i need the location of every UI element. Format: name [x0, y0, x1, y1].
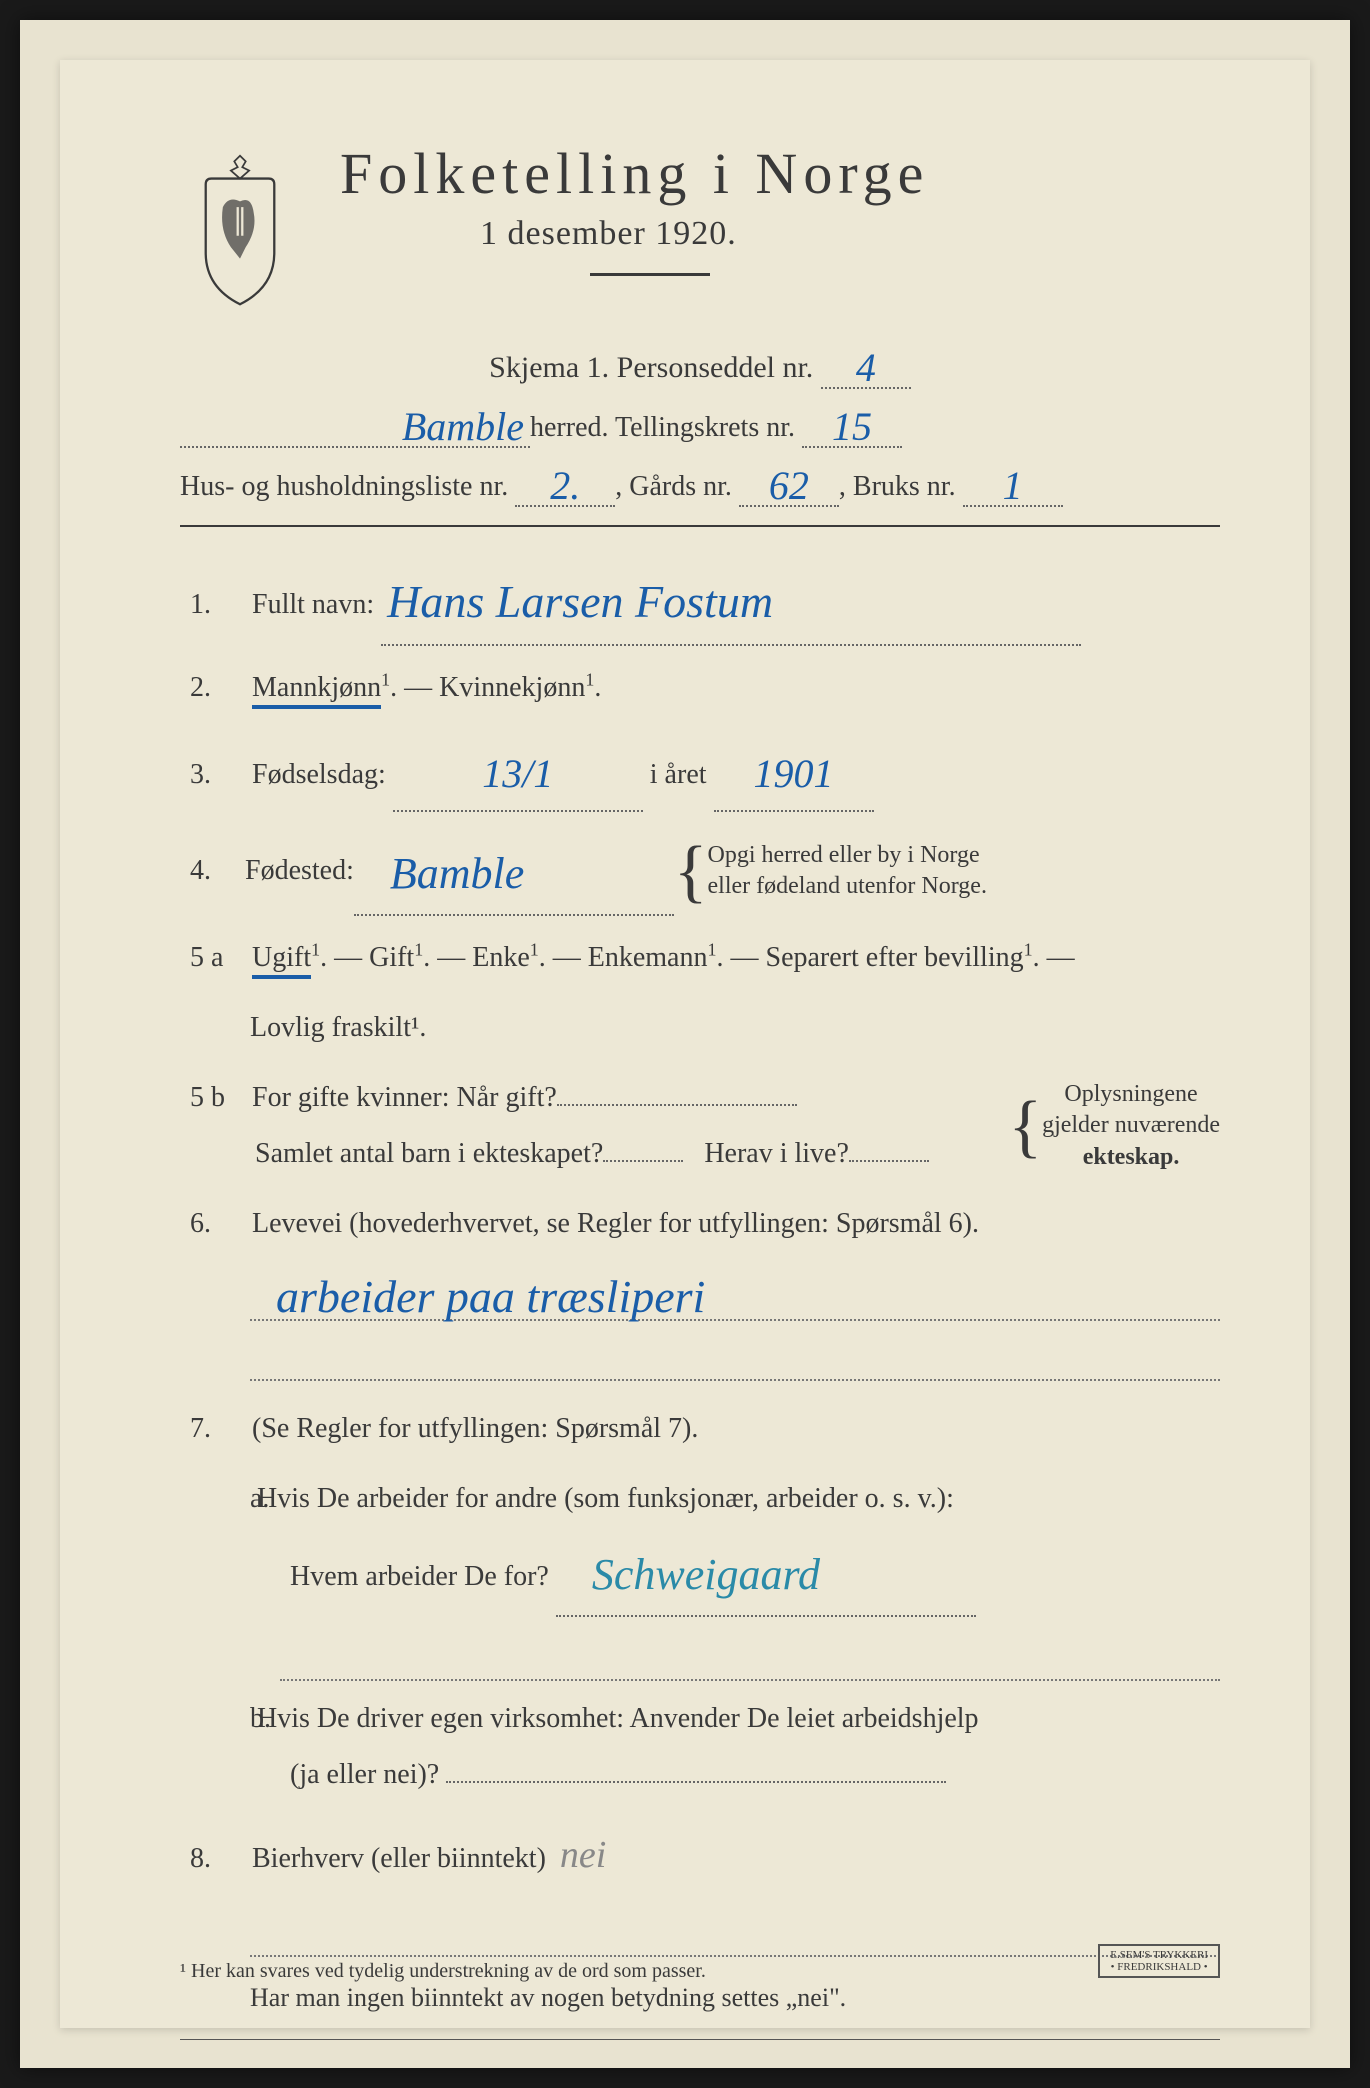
footer-divider	[180, 2039, 1220, 2040]
q4-value: Bamble	[384, 849, 530, 898]
gaard-nr: 62	[763, 463, 815, 508]
bruks-nr: 1	[997, 463, 1029, 508]
q1-label: Fullt navn:	[252, 589, 374, 620]
document-scan: Folketelling i Norge 1 desember 1920. Sk…	[20, 20, 1350, 2068]
q5b: 5 b For gifte kvinner: Når gift? Samlet …	[180, 1070, 1220, 1182]
q6-answer-2	[250, 1331, 1220, 1381]
herred-label: herred. Tellingskrets nr.	[530, 412, 795, 443]
q6-num: 6.	[190, 1196, 245, 1252]
q4-note2: eller fødeland utenfor Norge.	[708, 873, 987, 899]
q3: 3. Fødselsdag: 13/1 i året 1901	[180, 730, 1220, 812]
q8: 8. Bierhverv (eller biinntekt) nei	[180, 1817, 1220, 1893]
gaard-label: , Gårds nr.	[615, 471, 732, 502]
q2-rest: . — Kvinnekjønn	[390, 672, 585, 703]
q5b-label: For gifte kvinner: Når gift?	[252, 1082, 557, 1113]
q6: 6. Levevei (hovederhvervet, se Regler fo…	[180, 1196, 1220, 1252]
q5a-ugift: Ugift	[252, 942, 311, 979]
form-number-line: Skjema 1. Personseddel nr. 4	[180, 340, 1220, 389]
census-form-page: Folketelling i Norge 1 desember 1920. Sk…	[60, 60, 1310, 2028]
q7-num: 7.	[190, 1401, 245, 1457]
q7-label: (Se Regler for utfyllingen: Spørsmål 7).	[252, 1413, 698, 1444]
q3-year: 1901	[748, 751, 840, 796]
title-block: Folketelling i Norge 1 desember 1920.	[340, 140, 1220, 306]
q5b-note2: gjelder nuværende	[1042, 1112, 1220, 1138]
q7b-line1: Hvis De driver egen virksomhet: Anvender…	[257, 1703, 979, 1734]
form-label: Skjema 1. Personseddel nr.	[489, 351, 813, 384]
q2-num: 2.	[190, 660, 245, 716]
brace-icon: {	[674, 840, 708, 903]
brace-icon-2: {	[1008, 1095, 1042, 1158]
section-divider	[180, 525, 1220, 527]
q4-note: Opgi herred eller by i Norge eller fødel…	[708, 840, 987, 902]
printer-line-1: E.SEM'S TRYKKERI	[1110, 1949, 1208, 1961]
seddel-nr: 4	[850, 345, 882, 390]
q7b-letter: b.	[190, 1691, 250, 1747]
q1: 1. Fullt navn: Hans Larsen Fostum	[180, 552, 1220, 646]
q5b-note: Oplysningene gjelder nuværende ekteskap.	[1042, 1079, 1220, 1173]
q3-year-label: i året	[650, 759, 707, 790]
q1-value: Hans Larsen Fostum	[381, 576, 779, 627]
q8-extra-line	[250, 1907, 1220, 1957]
q5a: 5 a Ugift1. — Gift1. — Enke1. — Enkemann…	[180, 930, 1220, 986]
list-label: Hus- og husholdningsliste nr.	[180, 471, 508, 502]
krets-nr: 15	[826, 404, 878, 449]
q3-label: Fødselsdag:	[252, 759, 386, 790]
q5a-line2: Lovlig fraskilt¹.	[180, 1000, 1220, 1056]
q4-num: 4.	[190, 843, 245, 899]
q7a-value: Schweigaard	[586, 1550, 826, 1599]
q5b-note3: ekteskap.	[1083, 1144, 1180, 1170]
header: Folketelling i Norge 1 desember 1920.	[180, 140, 1220, 310]
q8-value: nei	[560, 1834, 606, 1876]
main-title: Folketelling i Norge	[340, 140, 1220, 207]
q5b-line2a: Samlet antal barn i ekteskapet?	[190, 1138, 603, 1169]
q4-label: Fødested:	[245, 843, 354, 899]
q7a-line1: Hvis De arbeider for andre (som funksjon…	[257, 1483, 954, 1514]
title-divider	[590, 273, 710, 276]
subtitle: 1 desember 1920.	[480, 215, 1220, 253]
q6-value: arbeider paa træsliperi	[270, 1271, 711, 1322]
q5b-num: 5 b	[190, 1070, 245, 1126]
q2-mannkjonn: Mannkjønn	[252, 672, 381, 709]
bruks-label: , Bruks nr.	[839, 471, 956, 502]
footnote: ¹ Her kan svares ved tydelig understrekn…	[180, 1960, 706, 1983]
q7b: b. Hvis De driver egen virksomhet: Anven…	[180, 1691, 1220, 1803]
q5a-num: 5 a	[190, 930, 245, 986]
list-nr: 2.	[544, 463, 586, 508]
q6-answer: arbeider paa træsliperi	[250, 1266, 1220, 1321]
q1-num: 1.	[190, 577, 245, 633]
q5b-line2b: Herav i live?	[704, 1138, 849, 1169]
q4: 4. Fødested: Bamble { Opgi herred eller …	[180, 826, 1220, 916]
q2: 2. Mannkjønn1. — Kvinnekjønn1.	[180, 660, 1220, 716]
herred-value: Bamble	[396, 404, 530, 449]
q7a-line2: Hvem arbeider De for?	[190, 1561, 549, 1592]
q5b-note1: Oplysningene	[1064, 1081, 1197, 1107]
coat-of-arms-icon	[180, 150, 300, 310]
q7a-letter: a.	[190, 1471, 250, 1527]
q8-label: Bierhverv (eller biinntekt)	[252, 1843, 546, 1874]
q3-num: 3.	[190, 747, 245, 803]
q8-num: 8.	[190, 1831, 245, 1887]
q6-label: Levevei (hovederhvervet, se Regler for u…	[252, 1208, 979, 1239]
q4-note1: Opgi herred eller by i Norge	[708, 842, 980, 868]
printer-stamp: E.SEM'S TRYKKERI • FREDRIKSHALD •	[1098, 1944, 1220, 1978]
q7a: a. Hvis De arbeider for andre (som funks…	[180, 1471, 1220, 1617]
list-row: Hus- og husholdningsliste nr. 2. , Gårds …	[180, 458, 1220, 507]
herred-row: Bambleherred. Tellingskrets nr. 15	[180, 399, 1220, 448]
q7a-extra-line	[280, 1631, 1220, 1681]
printer-line-2: • FREDRIKSHALD •	[1111, 1961, 1208, 1973]
q7b-line2: (ja eller nei)?	[190, 1759, 439, 1790]
q3-day: 13/1	[476, 751, 559, 796]
q7: 7. (Se Regler for utfyllingen: Spørsmål …	[180, 1401, 1220, 1457]
